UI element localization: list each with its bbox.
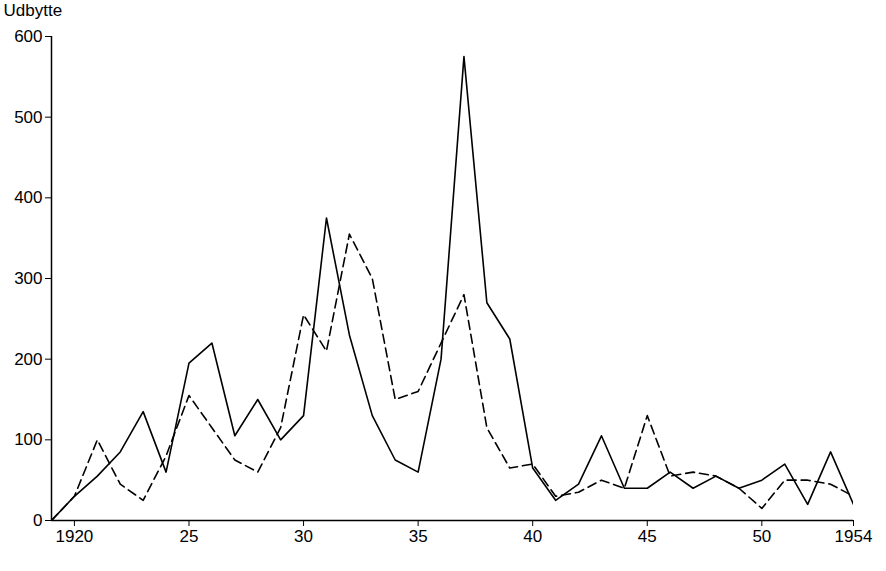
svg-text:600: 600 [14, 27, 42, 46]
svg-text:45: 45 [638, 527, 657, 546]
svg-text:Udbytte: Udbytte [4, 1, 63, 20]
svg-text:30: 30 [294, 527, 313, 546]
svg-text:40: 40 [523, 527, 542, 546]
svg-text:300: 300 [14, 269, 42, 288]
svg-text:500: 500 [14, 108, 42, 127]
svg-text:0: 0 [33, 511, 42, 530]
svg-text:400: 400 [14, 188, 42, 207]
svg-text:100: 100 [14, 430, 42, 449]
svg-text:1954: 1954 [835, 527, 873, 546]
svg-text:35: 35 [409, 527, 428, 546]
svg-text:1920: 1920 [56, 527, 94, 546]
svg-text:50: 50 [752, 527, 771, 546]
svg-text:200: 200 [14, 350, 42, 369]
svg-text:25: 25 [180, 527, 199, 546]
